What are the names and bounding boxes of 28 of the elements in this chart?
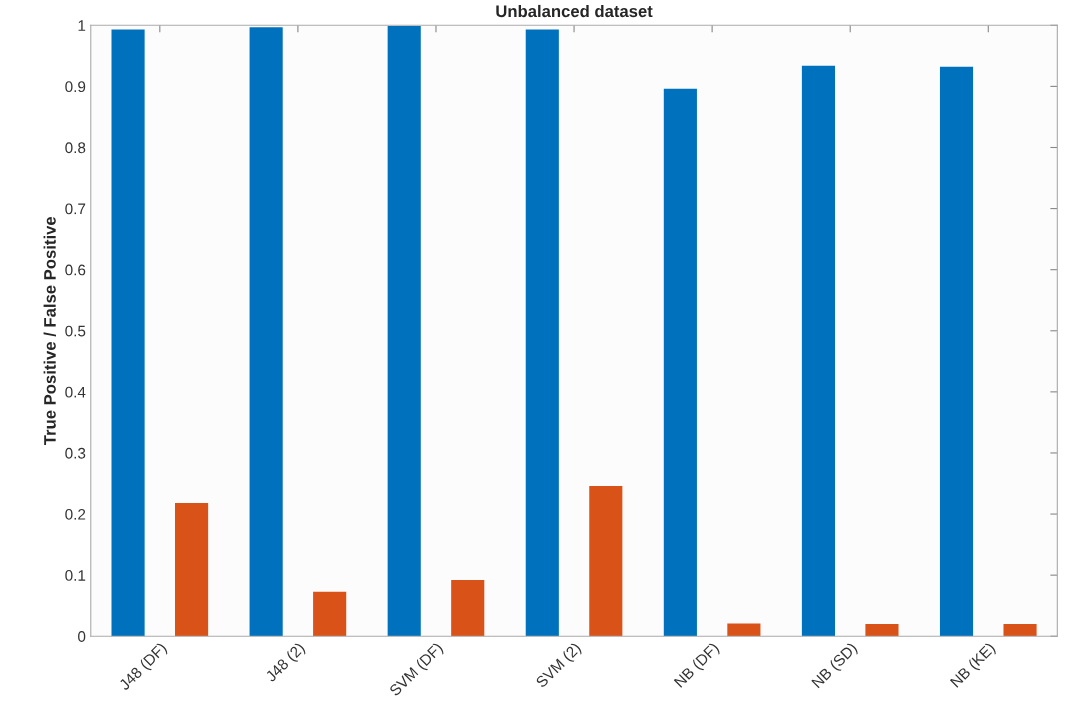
chart-title: Unbalanced dataset	[496, 4, 653, 18]
y-tick-label: 0.7	[65, 203, 86, 215]
bar	[451, 580, 485, 637]
bar	[727, 623, 761, 637]
x-tick-label: J48 (2)	[264, 641, 308, 685]
bar	[111, 29, 145, 637]
bar	[801, 65, 836, 637]
y-tick-label: 0.8	[65, 142, 86, 154]
bar	[663, 88, 697, 637]
bar	[249, 27, 283, 637]
bar	[387, 25, 421, 637]
bar	[589, 485, 623, 637]
bar	[865, 624, 899, 637]
y-tick-label: 0.1	[65, 570, 86, 581]
bar	[939, 66, 974, 637]
y-tick-label: 0.5	[65, 325, 86, 337]
y-tick-label: 0.9	[65, 81, 86, 93]
bar	[175, 503, 209, 637]
y-tick-label: 0.4	[65, 386, 86, 398]
bar	[525, 29, 559, 637]
y-tick-label: 1	[78, 20, 86, 31]
y-tick-label: 0.3	[65, 447, 86, 459]
bar	[1003, 624, 1037, 637]
y-tick-label: 0.2	[65, 508, 86, 520]
bar	[313, 591, 347, 637]
y-tick-label: 0	[78, 631, 86, 642]
y-axis-title: True Positive / False Positive	[43, 216, 56, 445]
y-tick-label: 0.6	[65, 264, 86, 276]
